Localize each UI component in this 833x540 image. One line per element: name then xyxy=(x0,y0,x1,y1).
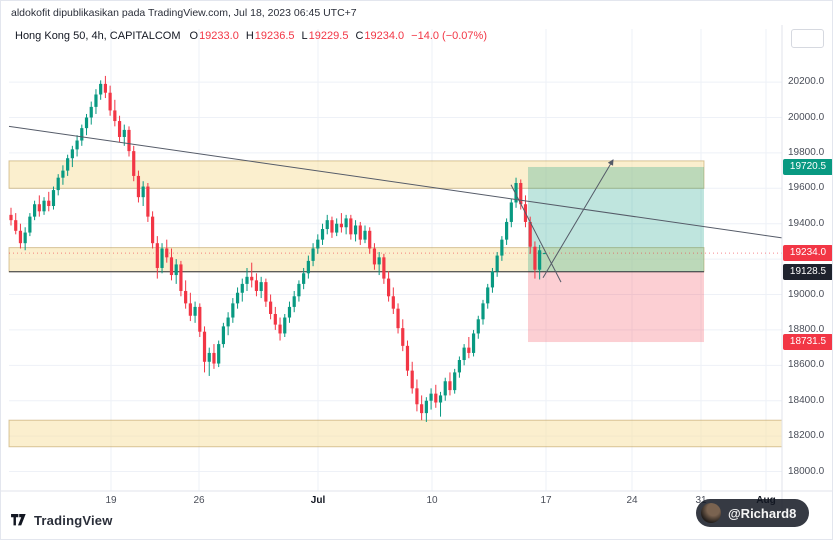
demand-zone-mid[interactable] xyxy=(8,247,705,273)
high-label: H xyxy=(245,30,254,42)
high-value: 19236.5 xyxy=(254,30,295,42)
price-tick-label: 19800.0 xyxy=(788,146,825,158)
supply-zone-upper[interactable] xyxy=(8,160,705,189)
close-label: C xyxy=(355,30,364,42)
low-value: 19229.5 xyxy=(308,30,349,42)
time-tick-label: 31 xyxy=(695,495,707,506)
publish-info: aldokofit dipublikasikan pada TradingVie… xyxy=(11,7,357,19)
long-target-box[interactable] xyxy=(528,166,704,272)
ohlc-open: O 19233.0 xyxy=(190,30,239,42)
entry-price-label: 19128.5 xyxy=(783,263,832,280)
ohlc-close: C 19234.0 xyxy=(355,30,404,42)
time-tick-label: 26 xyxy=(193,495,205,506)
price-axis[interactable]: 20200.020000.019800.019600.019400.019200… xyxy=(783,1,832,539)
watermark: @Richard8 xyxy=(696,499,810,527)
tradingview-logo[interactable]: TradingView xyxy=(11,513,113,528)
low-label: L xyxy=(301,30,308,42)
chart-toolbar-button[interactable] xyxy=(791,29,824,48)
tradingview-icon xyxy=(11,514,26,526)
long-stop-box[interactable] xyxy=(528,271,704,343)
price-tick-label: 19000.0 xyxy=(788,288,825,300)
target-price-label: 19720.5 xyxy=(783,158,832,175)
watermark-handle: @Richard8 xyxy=(728,505,797,521)
price-tick-label: 18600.0 xyxy=(788,359,825,371)
price-tick-label: 18000.0 xyxy=(788,465,825,477)
ohlc-high: H 19236.5 xyxy=(246,30,295,42)
tradingview-logo-text: TradingView xyxy=(34,513,113,528)
price-tick-label: 18200.0 xyxy=(788,430,825,442)
price-tick-label: 19600.0 xyxy=(788,182,825,194)
time-tick-label: 24 xyxy=(626,495,638,506)
price-tick-label: 20000.0 xyxy=(788,111,825,123)
change-value: −14.0 (−0.07%) xyxy=(411,30,487,42)
close-value: 19234.0 xyxy=(364,30,405,42)
time-tick-label: 10 xyxy=(426,495,438,506)
price-tick-label: 20200.0 xyxy=(788,76,825,88)
last-price-label: 19234.0 xyxy=(783,245,832,262)
price-tick-label: 19400.0 xyxy=(788,217,825,229)
candlestick-series xyxy=(9,75,546,422)
stop-price-label: 18731.5 xyxy=(783,334,832,351)
projection-arrow[interactable] xyxy=(542,159,614,278)
ohlc-low: L 19229.5 xyxy=(302,30,349,42)
watermark-avatar xyxy=(701,503,721,523)
descending-trendline-minor[interactable] xyxy=(510,184,562,283)
symbol-title[interactable]: Hong Kong 50, 4h, CAPITALCOM xyxy=(15,30,181,42)
open-label: O xyxy=(189,30,199,42)
time-tick-label: 19 xyxy=(105,495,117,506)
descending-trendline-major[interactable] xyxy=(8,125,783,239)
open-value: 19233.0 xyxy=(199,30,239,42)
price-tick-label: 18400.0 xyxy=(788,394,825,406)
price-tick-label: 18800.0 xyxy=(788,323,825,335)
time-tick-label: 17 xyxy=(540,495,552,506)
time-tick-label: Jul xyxy=(310,495,326,506)
demand-zone-lower[interactable] xyxy=(8,419,783,448)
